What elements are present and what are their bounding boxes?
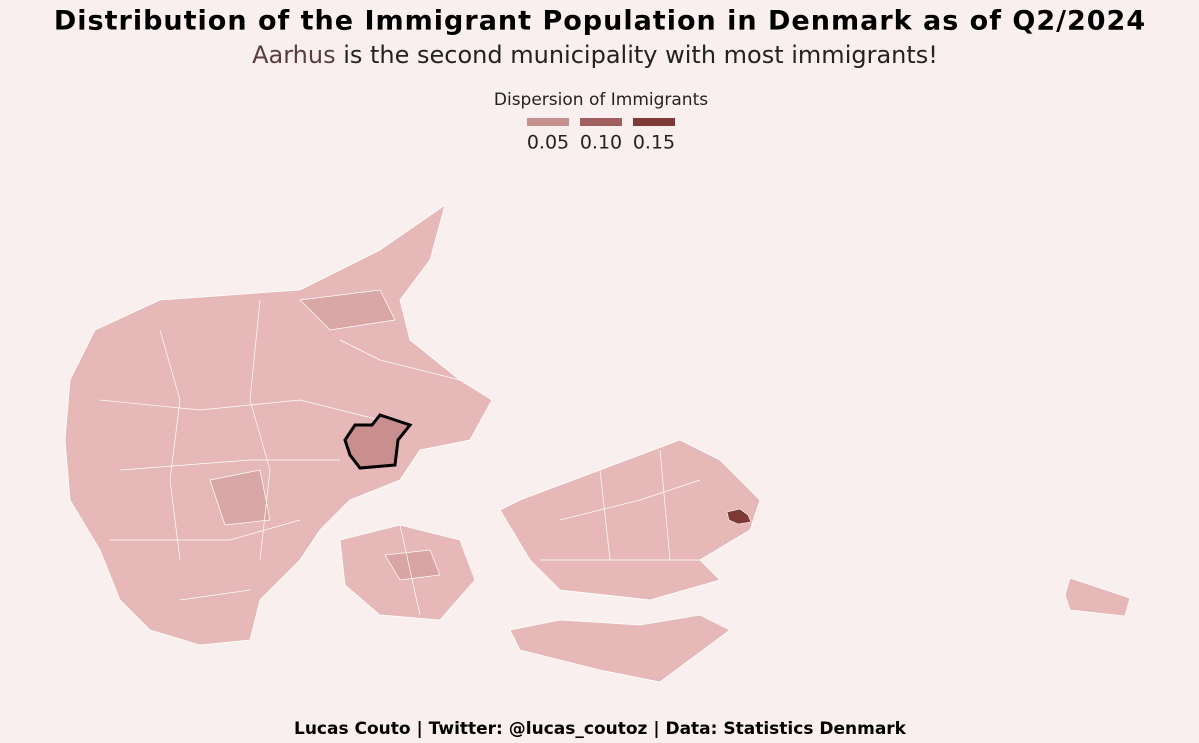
subtitle-rest: is the second municipality with most imm… <box>343 41 938 69</box>
legend-swatch <box>633 118 675 126</box>
subtitle-highlight: Aarhus <box>252 41 336 69</box>
legend-swatch <box>580 118 622 126</box>
municipal-borders <box>99 299 701 616</box>
municipality <box>384 549 441 581</box>
copenhagen <box>726 508 752 525</box>
caption: Lucas Couto | Twitter: @lucas_coutoz | D… <box>294 719 907 739</box>
subtitle: Aarhus is the second municipality with m… <box>252 41 938 69</box>
denmark-map <box>64 204 1131 683</box>
legend-label: 0.10 <box>580 132 622 154</box>
legend-swatch <box>527 118 569 126</box>
legend-title: Dispersion of Immigrants <box>494 90 708 110</box>
bornholm <box>1064 577 1131 617</box>
title: Distribution of the Immigrant Population… <box>54 6 1146 37</box>
lolland-falster <box>509 614 731 683</box>
legend: 0.05 0.10 0.15 <box>527 118 675 154</box>
legend-label: 0.05 <box>527 132 569 154</box>
aarhus-outline <box>343 413 413 470</box>
municipality <box>209 469 271 526</box>
legend-label: 0.15 <box>633 132 675 154</box>
municipality <box>299 289 396 331</box>
